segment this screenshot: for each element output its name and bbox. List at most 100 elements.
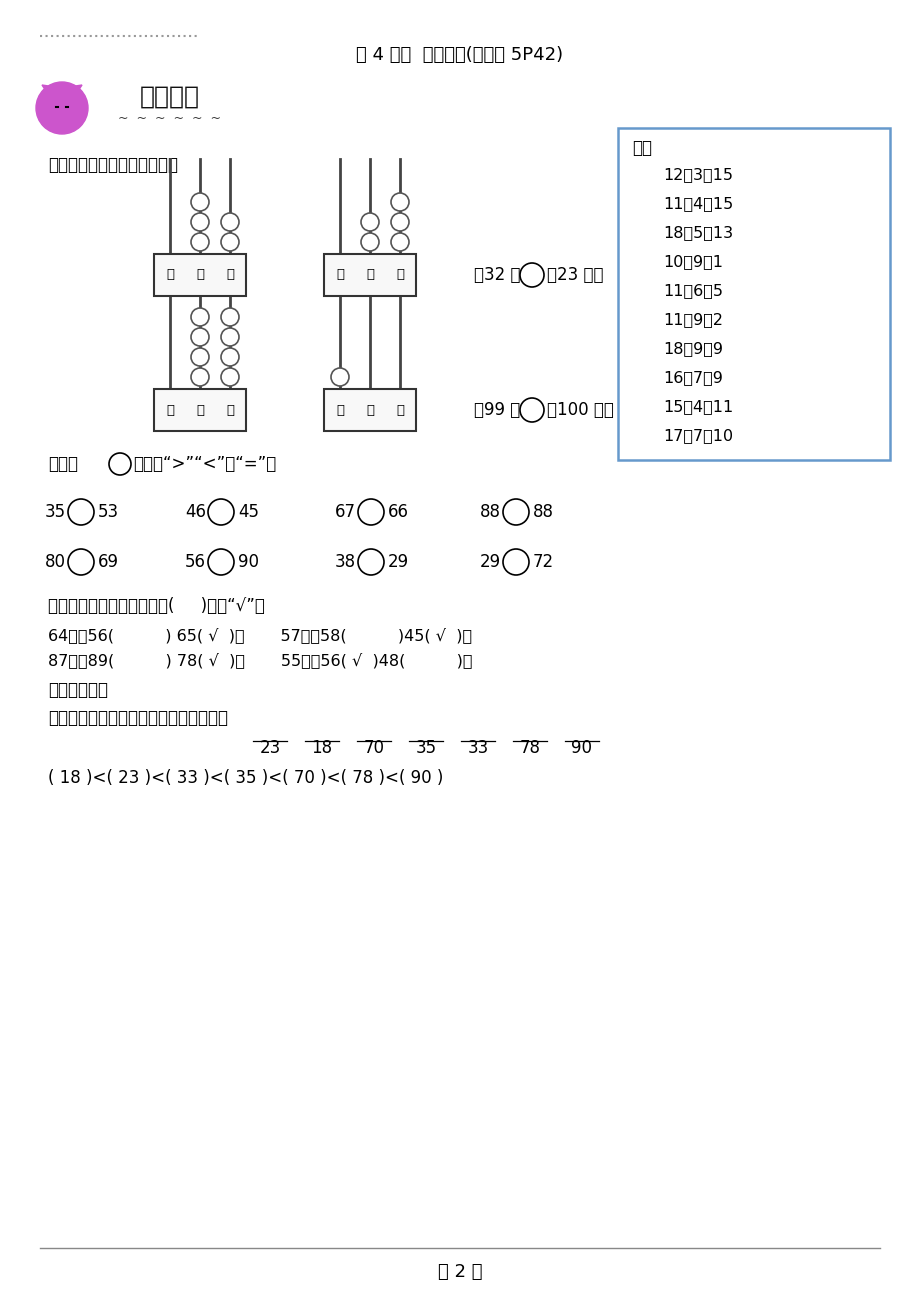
Text: 第 2 页: 第 2 页 [437, 1263, 482, 1281]
Text: 个: 个 [226, 268, 233, 281]
Polygon shape [62, 85, 82, 100]
Text: ( 18 )<( 23 )<( 33 )<( 35 )<( 70 )<( 78 )<( 90 ): ( 18 )<( 23 )<( 33 )<( 35 )<( 70 )<( 78 … [48, 769, 443, 786]
Circle shape [221, 309, 239, 326]
Text: （23 ））: （23 ）） [547, 266, 603, 284]
Text: 百: 百 [165, 404, 174, 417]
Text: 二、在: 二、在 [48, 454, 78, 473]
Circle shape [221, 214, 239, 230]
Text: 里填上“>”“<”或“=”。: 里填上“>”“<”或“=”。 [133, 454, 276, 473]
Text: 10－9＝1: 10－9＝1 [663, 254, 722, 270]
Text: 个: 个 [395, 268, 403, 281]
Polygon shape [42, 85, 62, 100]
Text: 十: 十 [366, 404, 374, 417]
Text: 十: 十 [196, 404, 204, 417]
Text: 87＞々89(          ) 78( √  )】       55＜々56( √  )48(          )】: 87＞々89( ) 78( √ )】 55＜々56( √ )48( )】 [48, 652, 472, 668]
Text: 一、看图填数，并比较大小。: 一、看图填数，并比较大小。 [48, 156, 177, 174]
Circle shape [357, 549, 383, 575]
Text: 17－7＝10: 17－7＝10 [663, 428, 732, 444]
Text: 35: 35 [45, 503, 66, 521]
Text: 90: 90 [238, 553, 259, 572]
Circle shape [519, 263, 543, 286]
Text: 38: 38 [335, 553, 356, 572]
Circle shape [68, 499, 94, 525]
Text: 12＋3＝15: 12＋3＝15 [663, 168, 732, 182]
Text: （32 ）: （32 ） [473, 266, 520, 284]
Text: >: > [525, 267, 538, 283]
Text: 11－9＝2: 11－9＝2 [663, 312, 722, 328]
Bar [153, 254, 245, 296]
Text: 11－6＝5: 11－6＝5 [663, 284, 722, 298]
Text: 72: 72 [532, 553, 553, 572]
Circle shape [503, 549, 528, 575]
Circle shape [221, 233, 239, 251]
Text: 15－4＝11: 15－4＝11 [663, 400, 732, 414]
Text: 五、把下面各数按从小到大的顺序排列。: 五、把下面各数按从小到大的顺序排列。 [48, 710, 228, 727]
Text: 90: 90 [571, 740, 592, 756]
Text: <: < [509, 555, 522, 569]
Bar [323, 389, 415, 431]
Circle shape [191, 233, 209, 251]
Text: 百: 百 [335, 404, 344, 417]
Text: 第 4 课时  比较大小(教材例 5P42): 第 4 课时 比较大小(教材例 5P42) [356, 46, 563, 64]
Text: 66: 66 [388, 503, 409, 521]
Text: >: > [214, 504, 227, 519]
Circle shape [208, 499, 233, 525]
Text: 百: 百 [165, 268, 174, 281]
Text: 29: 29 [388, 553, 409, 572]
Text: 53: 53 [98, 503, 119, 521]
Text: >: > [74, 555, 87, 569]
Text: 23: 23 [259, 740, 280, 756]
Circle shape [221, 328, 239, 346]
Circle shape [191, 214, 209, 230]
Circle shape [221, 348, 239, 366]
Text: 个: 个 [395, 404, 403, 417]
Circle shape [191, 368, 209, 385]
Circle shape [357, 499, 383, 525]
Text: 29: 29 [480, 553, 501, 572]
Text: 80: 80 [45, 553, 66, 572]
Text: 十: 十 [366, 268, 374, 281]
Circle shape [391, 214, 409, 230]
Text: 四、连一连。: 四、连一连。 [48, 681, 108, 699]
Text: 十: 十 [196, 268, 204, 281]
Circle shape [68, 549, 94, 575]
Circle shape [360, 214, 379, 230]
Circle shape [360, 233, 379, 251]
Circle shape [108, 453, 130, 475]
Text: 口算: 口算 [631, 139, 652, 158]
Text: <: < [74, 504, 87, 519]
Text: （100 ））: （100 ）） [547, 401, 613, 419]
Circle shape [391, 233, 409, 251]
Text: 88: 88 [480, 503, 501, 521]
Circle shape [391, 193, 409, 211]
Text: 18－5＝13: 18－5＝13 [663, 225, 732, 241]
Text: 78: 78 [519, 740, 540, 756]
Text: <: < [214, 555, 227, 569]
Text: 45: 45 [238, 503, 259, 521]
Text: 70: 70 [363, 740, 384, 756]
Text: 88: 88 [532, 503, 553, 521]
Bar [323, 254, 415, 296]
Circle shape [519, 398, 543, 422]
Text: （99 ）: （99 ） [473, 401, 519, 419]
Text: 16－7＝9: 16－7＝9 [663, 371, 722, 385]
Bar [153, 389, 245, 431]
Circle shape [191, 328, 209, 346]
Text: 69: 69 [98, 553, 119, 572]
Circle shape [331, 368, 348, 385]
Text: 快乐达成: 快乐达成 [140, 85, 199, 109]
Text: 67: 67 [335, 503, 356, 521]
Text: =: = [509, 504, 522, 519]
Bar [618, 128, 889, 460]
Text: >: > [364, 555, 377, 569]
Text: ~  ~  ~  ~  ~  ~: ~ ~ ~ ~ ~ ~ [119, 112, 221, 125]
Text: 三、选择正确的数，在后面(     )里画“√”。: 三、选择正确的数，在后面( )里画“√”。 [48, 598, 265, 615]
Circle shape [221, 368, 239, 385]
Text: >: > [364, 504, 377, 519]
Circle shape [191, 193, 209, 211]
Text: 百: 百 [335, 268, 344, 281]
Text: 56: 56 [185, 553, 206, 572]
Text: 18: 18 [312, 740, 332, 756]
Circle shape [36, 82, 88, 134]
Circle shape [503, 499, 528, 525]
